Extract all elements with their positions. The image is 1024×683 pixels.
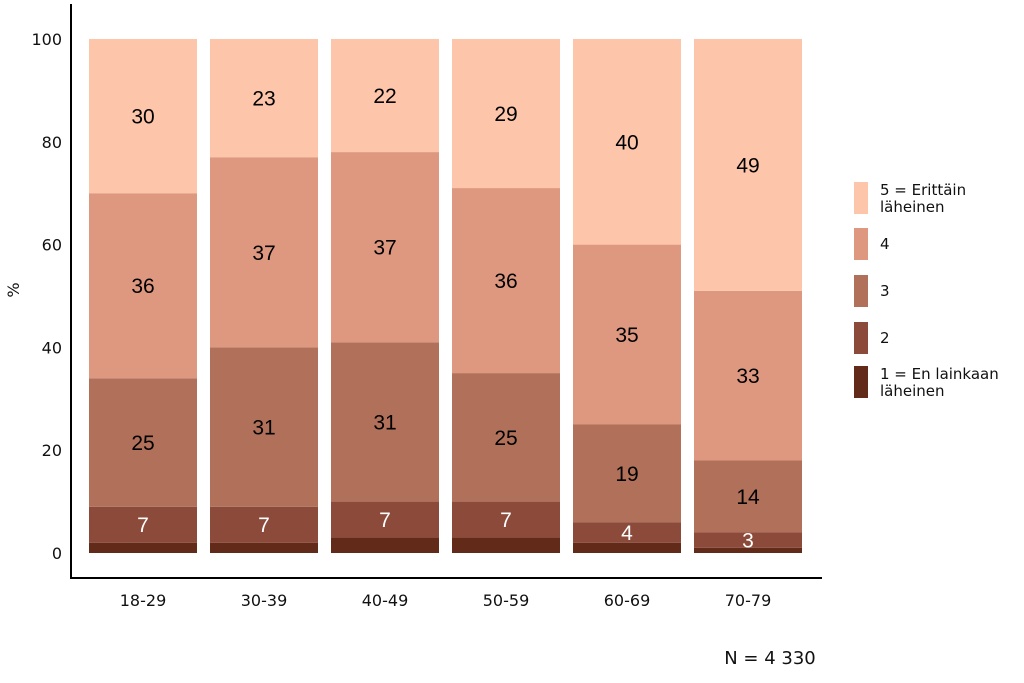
y-tick-label: 20 bbox=[42, 441, 62, 460]
bar-value-label: 31 bbox=[252, 417, 275, 440]
legend-swatch bbox=[854, 366, 868, 398]
legend-swatch bbox=[854, 182, 868, 214]
bar-value-label: 40 bbox=[615, 131, 638, 154]
bar-segment bbox=[694, 290, 802, 461]
bar-segment bbox=[452, 373, 560, 502]
bar-value-label: 23 bbox=[252, 88, 275, 111]
bar-segment bbox=[210, 506, 318, 543]
bar-value-label: 29 bbox=[494, 103, 517, 126]
y-tick-label: 40 bbox=[42, 338, 62, 357]
bar-value-label: 25 bbox=[131, 432, 154, 455]
bar-value-label: 19 bbox=[615, 463, 638, 486]
bar-segment bbox=[210, 542, 318, 553]
bar-segment bbox=[89, 193, 197, 379]
bar-segment bbox=[331, 342, 439, 502]
bar-segment bbox=[89, 378, 197, 507]
x-tick-label: 50-59 bbox=[483, 591, 530, 610]
bar-value-label: 4 bbox=[621, 522, 633, 545]
y-tick-labels: 0 20 40 60 80 100 bbox=[31, 30, 62, 563]
x-tick-label: 18-29 bbox=[120, 591, 167, 610]
bar-segment bbox=[89, 506, 197, 543]
bar-segment bbox=[573, 522, 681, 543]
bar-value-label: 49 bbox=[736, 154, 759, 177]
bar-segment bbox=[89, 542, 197, 553]
bar-value-label: 7 bbox=[500, 509, 512, 532]
bar-segment bbox=[452, 501, 560, 538]
bar-segment bbox=[694, 547, 802, 553]
legend-label: läheinen bbox=[880, 382, 945, 400]
y-axis-label: % bbox=[4, 282, 23, 297]
legend-label: 5 = Erittäin bbox=[880, 181, 966, 199]
bar-segment bbox=[331, 501, 439, 538]
bars-group: 7 25 36 30 7 31 37 23 7 31 37 22 7 25 36 29 4 19 35 40 3 14 33… bbox=[89, 39, 802, 553]
bar-segment bbox=[573, 542, 681, 553]
bar-segment bbox=[210, 347, 318, 507]
bar-segment bbox=[89, 39, 197, 194]
x-tick-label: 30-39 bbox=[241, 591, 288, 610]
legend-swatch bbox=[854, 322, 868, 354]
bar-value-label: 3 bbox=[742, 530, 754, 553]
bar-segment bbox=[331, 537, 439, 553]
bar-value-label: 14 bbox=[736, 486, 760, 509]
bar-segment bbox=[210, 157, 318, 348]
sample-size-annotation: N = 4 330 bbox=[724, 648, 816, 669]
y-tick-label: 80 bbox=[42, 133, 62, 152]
legend-label: 2 bbox=[880, 329, 890, 347]
bar-segment bbox=[694, 532, 802, 548]
legend-label: 4 bbox=[880, 235, 890, 253]
bar-value-label: 31 bbox=[373, 411, 396, 434]
x-tick-label: 40-49 bbox=[362, 591, 409, 610]
legend-swatch bbox=[854, 275, 868, 307]
x-tick-labels: 18-29 30-39 40-49 50-59 60-69 70-79 bbox=[120, 591, 772, 610]
bar-value-label: 22 bbox=[373, 85, 396, 108]
legend-label: läheinen bbox=[880, 198, 945, 216]
bar-segment bbox=[694, 39, 802, 291]
bar-segment bbox=[452, 188, 560, 374]
bar-segment bbox=[573, 39, 681, 245]
bar-segment bbox=[210, 39, 318, 158]
y-tick-label: 100 bbox=[31, 30, 62, 49]
bar-segment bbox=[452, 537, 560, 553]
bar-segment bbox=[331, 152, 439, 343]
legend-swatch bbox=[854, 228, 868, 260]
x-tick-label: 70-79 bbox=[725, 591, 772, 610]
y-tick-label: 60 bbox=[42, 236, 62, 255]
legend-label: 1 = En lainkaan bbox=[880, 365, 999, 383]
bar-value-label: 7 bbox=[137, 514, 149, 537]
bar-value-label: 33 bbox=[736, 365, 759, 388]
bar-segment bbox=[331, 39, 439, 153]
bar-value-label: 36 bbox=[494, 270, 517, 293]
bar-value-label: 37 bbox=[373, 237, 396, 260]
y-tick-label: 0 bbox=[52, 544, 62, 563]
legend-label: 3 bbox=[880, 282, 890, 300]
bar-segment bbox=[573, 244, 681, 425]
x-tick-label: 60-69 bbox=[604, 591, 651, 610]
bar-segment bbox=[694, 460, 802, 533]
bar-segment bbox=[573, 424, 681, 523]
bar-value-label: 37 bbox=[252, 242, 275, 265]
bar-value-label: 7 bbox=[379, 509, 391, 532]
bar-value-label: 36 bbox=[131, 275, 154, 298]
bar-value-label: 35 bbox=[615, 324, 638, 347]
bar-segment bbox=[452, 39, 560, 189]
bar-value-label: 25 bbox=[494, 427, 517, 450]
bar-value-label: 7 bbox=[258, 514, 270, 537]
bar-value-label: 30 bbox=[131, 106, 154, 129]
